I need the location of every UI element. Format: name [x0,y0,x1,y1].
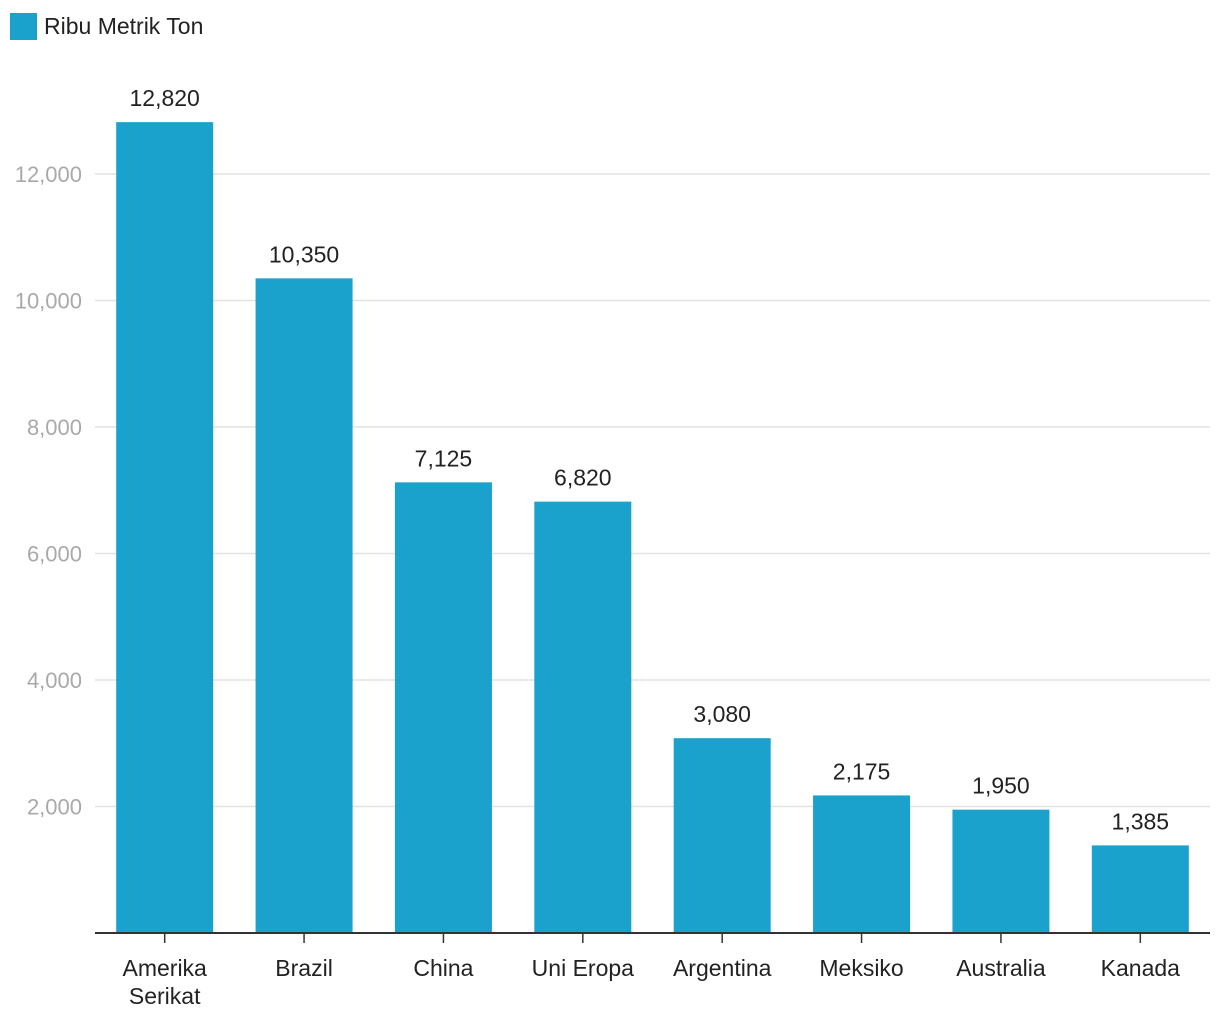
y-tick-label: 6,000 [27,542,82,567]
bar-value-label: 10,350 [269,241,339,267]
x-category-label: Amerika Serikat [123,955,208,1009]
x-category-label: Kanada [1101,955,1181,981]
y-tick-label: 12,000 [15,162,82,187]
x-category-label-line: Meksiko [819,955,903,981]
y-tick-label: 4,000 [27,668,82,693]
x-category-label: Uni Eropa [532,955,634,981]
x-category-label: China [413,955,473,981]
axes: 2,000 4,000 6,000 8,000 10,000 12,000 [15,162,1210,943]
legend: Ribu Metrik Ton [10,13,203,40]
y-tick-label: 10,000 [15,289,82,314]
x-category-label-line: Argentina [673,955,772,981]
bar [394,482,492,933]
bar-value-label: 6,820 [554,465,612,491]
x-category-label: Brazil [275,955,333,981]
bar-value-label: 3,080 [693,701,751,727]
labels: 12,820 Amerika Serikat 10,350 Brazil 7,125 Chi… [123,85,1181,1009]
bar [813,795,911,933]
x-category-label-line: Australia [956,955,1046,981]
legend-swatch [10,13,37,40]
bar-value-label: 2,175 [833,758,891,784]
bar [673,738,771,933]
bar-value-label: 7,125 [415,445,473,471]
bar-value-label: 12,820 [130,85,200,111]
y-tick-label: 8,000 [27,415,82,440]
x-category-label-line: Brazil [275,955,333,981]
x-category-label: Australia [956,955,1046,981]
x-category-label-line: Serikat [129,983,201,1009]
x-category-label: Meksiko [819,955,903,981]
bar [255,278,353,933]
bar [1091,845,1189,933]
x-category-label-line: Uni Eropa [532,955,634,981]
bar-value-label: 1,950 [972,773,1030,799]
x-category-label-line: China [413,955,473,981]
x-category-label-line: Kanada [1101,955,1181,981]
legend-label: Ribu Metrik Ton [44,13,204,39]
bar [952,809,1050,933]
x-category-label: Argentina [673,955,772,981]
x-category-label-line: Amerika [123,955,208,981]
bar-value-label: 1,385 [1112,808,1170,834]
y-tick-label: 2,000 [27,795,82,820]
bar [116,122,214,933]
bar [534,501,632,933]
bars [116,122,1189,933]
